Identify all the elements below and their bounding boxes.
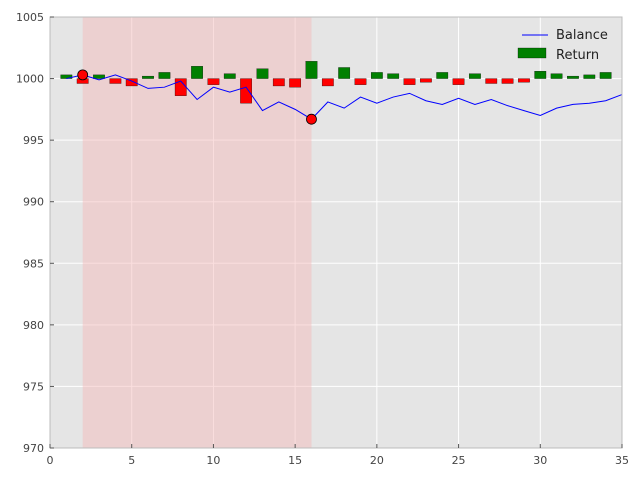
plot-area: 0 5 10 15 20 25 30 35 970 975 980 985 990 995 1000 1005 bbox=[16, 11, 629, 467]
y-tick-label: 980 bbox=[23, 319, 44, 332]
return-bar bbox=[272, 78, 285, 87]
return-bar bbox=[354, 78, 367, 85]
highlight-region bbox=[82, 17, 312, 448]
return-bar bbox=[191, 66, 203, 79]
return-bar bbox=[370, 72, 383, 79]
legend-return-swatch bbox=[517, 47, 547, 59]
drawdown-marker bbox=[306, 113, 317, 125]
return-bar bbox=[223, 73, 236, 79]
return-bar bbox=[125, 78, 138, 87]
return-bar bbox=[93, 74, 105, 79]
y-tick-label: 990 bbox=[23, 196, 44, 209]
return-bar bbox=[485, 78, 498, 84]
return-bar bbox=[109, 78, 122, 84]
return-bar bbox=[550, 73, 563, 79]
x-tick-label: 20 bbox=[370, 454, 384, 467]
return-bar bbox=[142, 75, 154, 79]
return-bar bbox=[289, 78, 302, 88]
y-tick-label: 995 bbox=[23, 134, 44, 147]
return-bar bbox=[501, 78, 514, 84]
x-tick-label: 10 bbox=[206, 454, 220, 467]
return-bar bbox=[240, 78, 252, 104]
y-tick-label: 1005 bbox=[16, 11, 44, 24]
return-bar bbox=[452, 78, 465, 85]
legend-balance-label: Balance bbox=[556, 28, 608, 43]
x-tick-label: 15 bbox=[288, 454, 302, 467]
drawdown-marker bbox=[77, 69, 89, 81]
legend-return-label: Return bbox=[556, 48, 599, 63]
return-bar bbox=[158, 72, 171, 79]
balance-line bbox=[66, 74, 623, 120]
return-bar bbox=[321, 78, 334, 87]
return-bar bbox=[469, 73, 481, 79]
return-bar bbox=[534, 71, 547, 79]
y-tick-label: 985 bbox=[23, 257, 44, 270]
axes-frame bbox=[49, 16, 623, 449]
legend: Balance Return bbox=[517, 28, 608, 63]
return-bar bbox=[567, 75, 579, 79]
y-tick-label: 975 bbox=[23, 380, 44, 393]
return-bar bbox=[518, 78, 530, 83]
return-bar bbox=[583, 74, 596, 79]
plot-background bbox=[50, 17, 622, 448]
x-tick-label: 35 bbox=[615, 454, 629, 467]
return-bar bbox=[420, 78, 432, 83]
y-tick-label: 1000 bbox=[16, 73, 44, 86]
y-tick-label: 970 bbox=[23, 442, 44, 455]
return-bar bbox=[403, 78, 416, 85]
return-bar bbox=[436, 72, 449, 79]
return-bar bbox=[387, 73, 400, 79]
return-bar bbox=[305, 61, 318, 79]
return-bar bbox=[207, 78, 220, 85]
return-bar bbox=[599, 72, 612, 79]
return-bar bbox=[338, 67, 351, 79]
x-tick-label: 25 bbox=[452, 454, 466, 467]
x-tick-label: 30 bbox=[533, 454, 547, 467]
return-bar bbox=[256, 68, 269, 79]
x-tick-label: 0 bbox=[47, 454, 54, 467]
x-tick-label: 5 bbox=[128, 454, 135, 467]
